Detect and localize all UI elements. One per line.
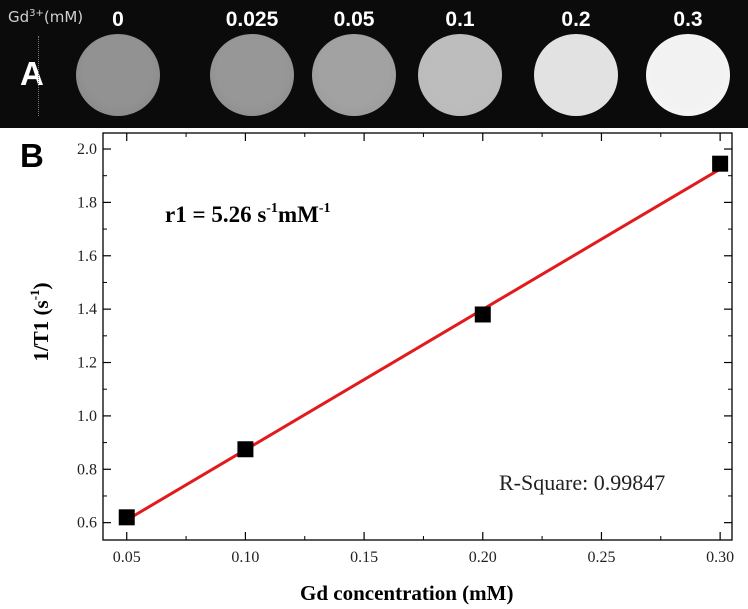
x-axis-label: Gd concentration (mM) [300, 581, 513, 605]
y-tick-label: 2.0 [77, 141, 97, 158]
sample-label: 0 [112, 8, 124, 31]
x-tick-label: 0.25 [587, 549, 615, 566]
sample-label: 0.05 [333, 8, 375, 31]
x-tick-label: 0.20 [469, 549, 497, 566]
y-axis-label: 1/T1 (s-1) [27, 282, 53, 361]
x-tick-label: 0.30 [706, 549, 734, 566]
phantom-tube [76, 34, 160, 116]
phantom-image-panel: Gd3+(mM) A 0 0.025 0.05 0.1 0.2 0.3 [0, 0, 748, 128]
y-tick-label: 0.6 [77, 515, 97, 532]
x-tick-label: 0.05 [113, 549, 141, 566]
chart-ticks: 0.05 0.10 0.15 0.20 0.25 0.30 0.6 0.8 1.0 1.2 1.4 1… [77, 133, 734, 566]
gd-concentration-label: Gd3+(mM) [8, 8, 84, 26]
x-tick-label: 0.10 [231, 549, 259, 566]
chart-axes [102, 132, 733, 541]
sample-label: 0.3 [673, 8, 703, 31]
panel-b-letter: B [20, 137, 44, 174]
y-tick-label: 0.8 [77, 461, 97, 478]
y-tick-label: 1.2 [77, 355, 97, 372]
data-point [474, 306, 491, 323]
phantom-tube [210, 34, 294, 116]
data-point [712, 155, 729, 172]
fit-line [125, 167, 721, 522]
phantom-tube [312, 34, 396, 116]
panel-a-letter: A [20, 55, 44, 92]
panel-divider [38, 36, 39, 116]
y-tick-label: 1.4 [77, 301, 97, 318]
phantom-tube [534, 34, 618, 116]
y-tick-label: 1.8 [77, 194, 97, 211]
phantom-tube [646, 34, 730, 116]
data-point [237, 441, 254, 458]
phantom-tube [418, 34, 502, 116]
y-tick-label: 1.0 [77, 408, 97, 425]
y-tick-label: 1.6 [77, 248, 97, 265]
sample-label: 0.025 [225, 8, 279, 31]
plot-frame [102, 132, 733, 541]
r1-annotation: r1 = 5.26 s-1mM-1 [165, 201, 330, 227]
x-tick-label: 0.15 [350, 549, 378, 566]
data-point [118, 509, 135, 526]
fit-line-group [125, 167, 721, 522]
data-points [118, 155, 729, 526]
sample-label: 0.2 [561, 8, 591, 31]
rsquare-annotation: R-Square: 0.99847 [499, 470, 665, 495]
sample-label: 0.1 [445, 8, 475, 31]
